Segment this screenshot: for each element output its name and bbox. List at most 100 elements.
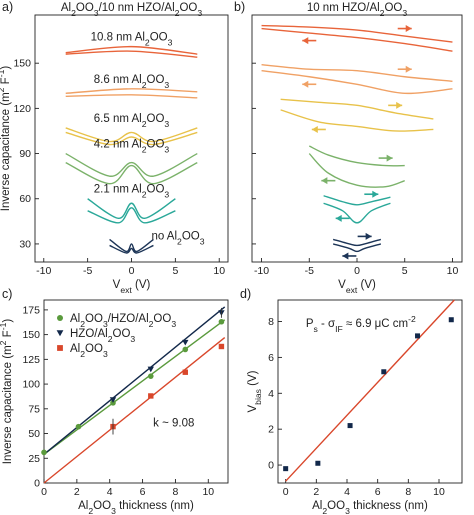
data-point xyxy=(147,373,154,379)
legend-label: Al2OO3 xyxy=(70,343,108,359)
series-label: 4.2 nm Al2OO3 xyxy=(94,139,170,155)
data-point xyxy=(448,317,454,323)
y-tick-label: 0 xyxy=(34,478,40,490)
data-point xyxy=(41,449,47,456)
legend-label: Al2OO3/HZO/Al2OO3 xyxy=(70,313,176,329)
data-point xyxy=(218,343,225,350)
x-axis-label: Vext (V) xyxy=(338,279,376,295)
series-3-loop-upper xyxy=(308,145,405,167)
y-tick-label: 120 xyxy=(13,103,31,115)
series-1-loop-lower xyxy=(65,94,198,99)
arrow-head xyxy=(386,154,393,162)
y-tick-label: 50 xyxy=(28,428,40,440)
legend-marker xyxy=(57,345,63,351)
chart-title: 10 nm HZO/Al2OO3 xyxy=(307,2,408,18)
series-3-loop-lower xyxy=(308,153,405,188)
arrow-head xyxy=(342,252,349,260)
data-point xyxy=(381,369,387,375)
panel-letter: c) xyxy=(2,287,12,301)
arrow-head xyxy=(302,37,309,45)
data-point xyxy=(182,369,188,375)
x-axis-label: Al2OO3 thickness (nm) xyxy=(312,500,428,515)
x-tick-label: 6 xyxy=(375,486,381,498)
y-tick-label: 100 xyxy=(22,379,40,391)
x-tick-label: -5 xyxy=(305,265,314,277)
series-1-loop-lower xyxy=(261,70,453,95)
series-2-loop-lower xyxy=(280,109,434,132)
y-tick-label: 75 xyxy=(28,403,40,415)
x-tick-label: 5 xyxy=(402,265,408,277)
arrow-head xyxy=(396,101,403,109)
series-2-loop-lower xyxy=(65,131,198,146)
y-axis-label: Inverse capacitance (m2 F-1) xyxy=(0,319,14,465)
fit-line xyxy=(43,337,226,484)
series-5-loop-upper xyxy=(109,238,154,253)
x-tick-label: 2 xyxy=(74,486,80,498)
series-0-loop-upper xyxy=(261,24,453,43)
x-tick-label: 2 xyxy=(313,486,319,498)
x-tick-label: 8 xyxy=(405,486,411,498)
series-5-loop-upper xyxy=(332,238,382,247)
arrow-head xyxy=(311,125,318,133)
series-1-loop-upper xyxy=(65,88,198,95)
data-point xyxy=(283,466,289,472)
y-tick-label: 0 xyxy=(268,460,274,472)
panel-letter: d) xyxy=(240,287,251,301)
panel-letter: a) xyxy=(2,0,13,14)
y-tick-label: 8 xyxy=(268,316,274,328)
data-point xyxy=(75,423,82,430)
series-4-loop-upper xyxy=(87,198,176,220)
arrow-head xyxy=(321,177,328,185)
x-tick-label: 8 xyxy=(173,486,179,498)
fit-line xyxy=(43,319,226,455)
plot-frame xyxy=(277,299,463,484)
series-label: no Al2OO3 xyxy=(151,230,204,246)
x-tick-label: 0 xyxy=(283,486,289,498)
series-2-loop-upper xyxy=(280,98,434,120)
panel-letter: b) xyxy=(234,0,245,14)
fit-annotation: k ~ 9.08 xyxy=(153,418,194,430)
y-tick-label: 25 xyxy=(28,453,40,465)
plot-frame xyxy=(43,299,229,484)
arrow-head xyxy=(335,214,342,222)
series-5-loop-lower xyxy=(332,243,382,253)
chart-title: Al2OO3/10 nm HZO/Al2OO3 xyxy=(61,2,203,18)
series-0-loop-lower xyxy=(65,50,198,58)
y-axis-label: Vbias (V) xyxy=(247,370,263,412)
series-4-loop-lower xyxy=(87,207,176,224)
series-3-loop-upper xyxy=(65,152,198,177)
arrow-head xyxy=(302,80,309,88)
arrow-head xyxy=(405,65,412,73)
x-tick-label: 10 xyxy=(433,486,445,498)
series-label: 6.5 nm Al2OO3 xyxy=(94,113,170,129)
y-tick-label: 60 xyxy=(19,193,31,205)
y-tick-label: 4 xyxy=(268,388,274,400)
legend-marker xyxy=(57,315,63,321)
legend-marker xyxy=(56,330,64,337)
x-tick-label: 10 xyxy=(213,265,225,277)
y-axis-label: Inverse capacitance (m2 F-1) xyxy=(0,66,12,212)
series-label: 8.6 nm Al2OO3 xyxy=(94,74,170,90)
series-5-loop-lower xyxy=(109,244,154,254)
x-tick-label: 0 xyxy=(354,265,360,277)
series-3-loop-lower xyxy=(65,161,198,185)
y-tick-label: 90 xyxy=(19,148,31,160)
data-point xyxy=(182,339,189,346)
series-1-loop-upper xyxy=(261,64,453,82)
data-point xyxy=(182,346,189,353)
data-point xyxy=(109,397,117,403)
y-tick-label: 150 xyxy=(22,329,40,341)
x-tick-label: -10 xyxy=(36,265,51,277)
x-tick-label: 5 xyxy=(172,265,178,277)
data-point xyxy=(218,318,225,325)
data-point xyxy=(148,393,154,399)
series-0-loop-upper xyxy=(65,45,198,55)
x-tick-label: 4 xyxy=(107,486,113,498)
y-tick-label: 6 xyxy=(268,352,274,364)
x-tick-label: 4 xyxy=(344,486,350,498)
arrow-head xyxy=(405,25,412,33)
x-tick-label: 0 xyxy=(129,265,135,277)
series-4-loop-upper xyxy=(323,195,391,206)
x-tick-label: -5 xyxy=(83,265,92,277)
